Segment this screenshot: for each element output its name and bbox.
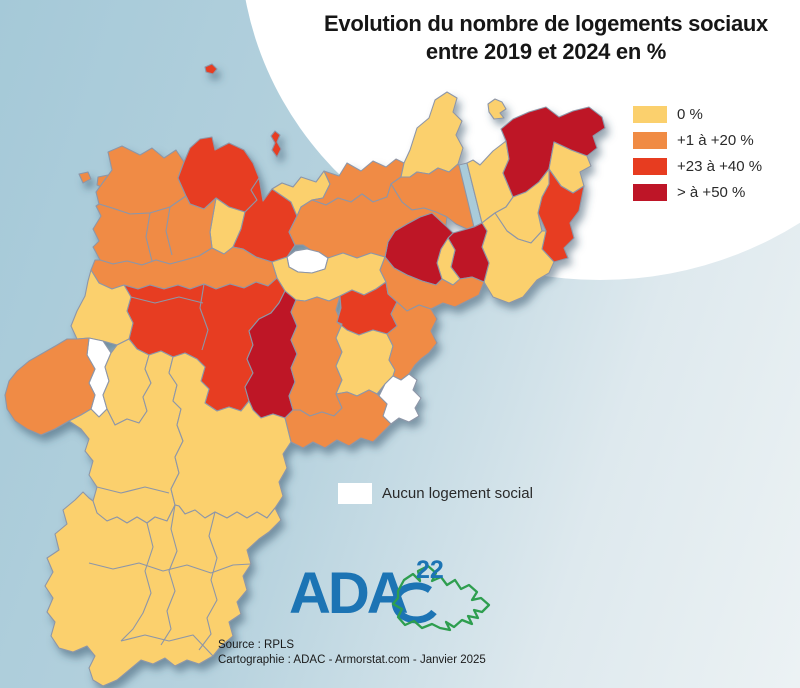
logo-text-ada: ADA bbox=[289, 561, 408, 626]
communes-inner-borders bbox=[88, 206, 252, 657]
legend-swatch bbox=[633, 183, 667, 201]
commune-border-line bbox=[198, 511, 218, 651]
legend-swatch bbox=[633, 131, 667, 149]
commune-border-line bbox=[199, 283, 209, 351]
commune-border-line bbox=[88, 562, 252, 574]
legend-label: 0 % bbox=[677, 105, 703, 123]
no-housing-label: Aucun logement social bbox=[382, 485, 533, 502]
commune-area bbox=[270, 130, 282, 158]
logo-number-22: 22 bbox=[416, 556, 444, 584]
commune-area bbox=[386, 301, 438, 381]
adac-logo: ADA 22 bbox=[289, 556, 491, 632]
logo-department-outline-icon bbox=[391, 564, 491, 632]
commune-border-line bbox=[165, 206, 173, 256]
commune-area bbox=[379, 256, 485, 312]
commune-area bbox=[204, 63, 218, 75]
legend-label: +23 à +40 % bbox=[677, 157, 763, 175]
legend-swatch bbox=[633, 157, 667, 175]
legend-item: +23 à +40 % bbox=[633, 153, 762, 179]
no-housing-swatch bbox=[338, 483, 372, 504]
commune-area bbox=[78, 171, 92, 184]
legend-item: +1 à +20 % bbox=[633, 127, 762, 153]
commune-area bbox=[288, 295, 343, 417]
commune-area bbox=[487, 98, 507, 120]
commune-border-line bbox=[145, 212, 153, 262]
commune-border-line bbox=[160, 504, 178, 646]
map-title-line1: Evolution du nombre de logements sociaux bbox=[324, 11, 768, 36]
map-title-line2: entre 2019 et 2024 en % bbox=[425, 39, 667, 64]
communes-layer bbox=[4, 63, 606, 687]
legend-item: > à +50 % bbox=[633, 179, 762, 205]
commune-area bbox=[95, 145, 187, 215]
commune-border-line bbox=[96, 486, 170, 494]
source-line1: Source : RPLS bbox=[218, 639, 295, 651]
map-title: Evolution du nombre de logements sociaux… bbox=[311, 10, 781, 66]
legend-item: 0 % bbox=[633, 101, 762, 127]
source-note: Source : RPLS Cartographie : ADAC - Armo… bbox=[218, 638, 486, 668]
commune-area bbox=[4, 337, 96, 436]
commune-area bbox=[284, 389, 392, 449]
legend-label: +1 à +20 % bbox=[677, 131, 754, 149]
legend-label: > à +50 % bbox=[677, 183, 746, 201]
commune-area bbox=[44, 491, 282, 687]
legend-swatch bbox=[633, 105, 667, 123]
commune-border-line bbox=[120, 522, 154, 642]
legend-no-housing: Aucun logement social bbox=[338, 483, 533, 504]
commune-border-line bbox=[130, 296, 204, 304]
source-line2: Cartographie : ADAC - Armorstat.com - Ja… bbox=[218, 654, 486, 666]
legend: 0 % +1 à +20 % +23 à +40 % > à +50 % bbox=[633, 101, 762, 205]
commune-border-line bbox=[120, 634, 214, 657]
